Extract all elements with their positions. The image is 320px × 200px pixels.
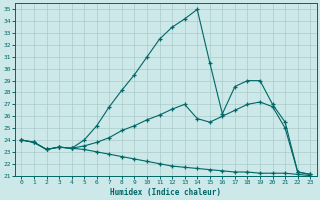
- X-axis label: Humidex (Indice chaleur): Humidex (Indice chaleur): [110, 188, 221, 197]
